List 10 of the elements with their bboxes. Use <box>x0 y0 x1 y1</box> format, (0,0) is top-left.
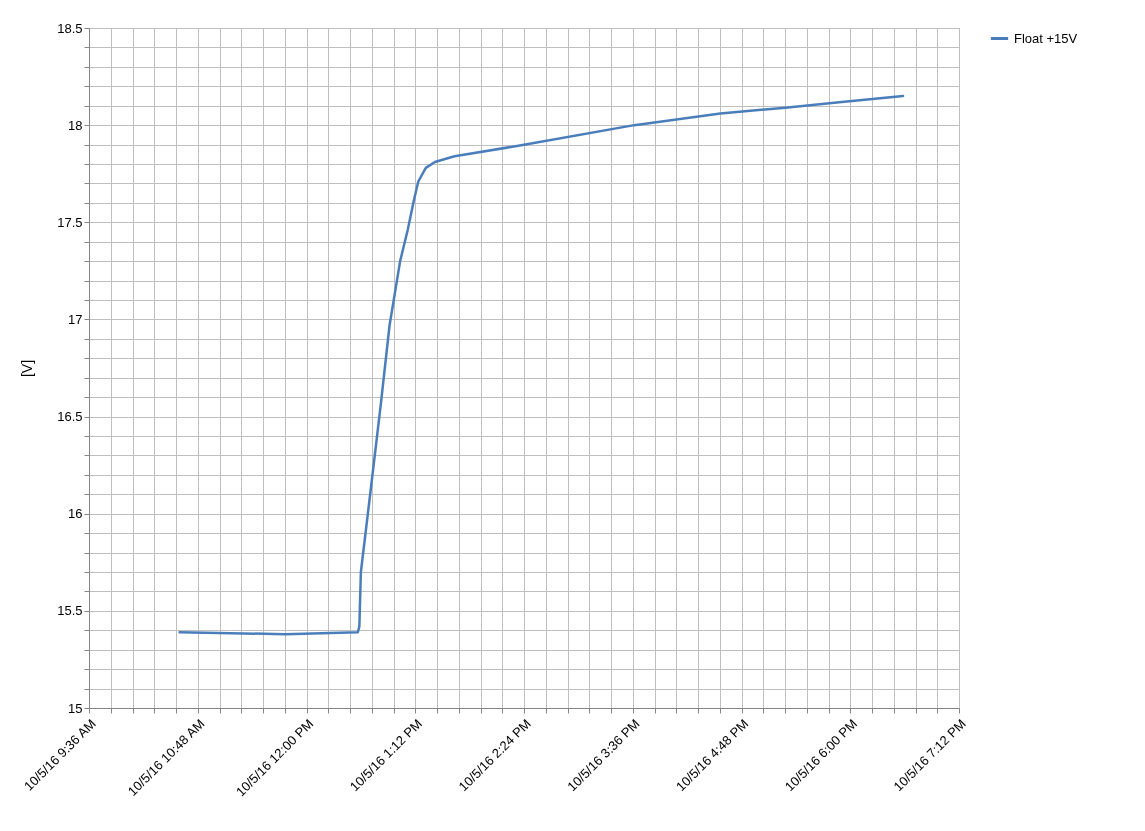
legend-label: Float +15V <box>1014 30 1078 46</box>
y-tick-label: 18 <box>68 117 83 133</box>
y-tick-label: 16 <box>68 506 83 522</box>
y-tick-label: 18.5 <box>57 20 83 36</box>
y-tick-label: 16.5 <box>57 409 83 425</box>
y-tick-label: 15 <box>68 700 83 716</box>
y-tick-label: 17.5 <box>57 214 83 230</box>
y-tick-label: 17 <box>68 311 83 327</box>
y-axis-title: [V] <box>19 359 36 378</box>
y-tick-label: 15.5 <box>57 603 83 619</box>
